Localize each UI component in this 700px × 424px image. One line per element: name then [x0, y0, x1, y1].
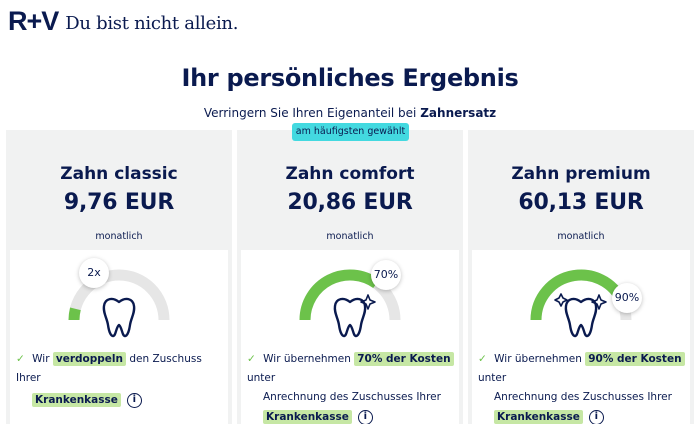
gauge-fill: [68, 307, 81, 321]
info-icon[interactable]: i: [357, 409, 373, 424]
feature-suffix: unter: [247, 372, 276, 384]
rv-logo[interactable]: R+V: [8, 6, 59, 36]
coverage-gauge: [530, 269, 632, 338]
popular-badge: am häufigsten gewählt: [292, 123, 409, 141]
info-icon[interactable]: i: [126, 392, 142, 408]
plan-price: 9,76 EUR: [63, 190, 175, 215]
check-icon: ✓: [247, 353, 256, 365]
coverage-gauge: [299, 269, 401, 338]
check-icon: ✓: [478, 353, 487, 365]
feature-highlight: 70% der Kosten: [354, 352, 454, 366]
tooth-icon: [102, 297, 136, 338]
feature-tag: Krankenkasse: [32, 393, 121, 407]
plan-details: 70% ✓ Wir übernehmen 70% der Kosten unte…: [241, 250, 459, 424]
tooth-sparkle-icon: [333, 294, 376, 338]
plan-card-comfort[interactable]: am häufigsten gewählt Zahn comfort 20,86…: [237, 123, 463, 424]
plan-details: 2x ✓ Wir verdoppeln den Zuschuss Ihrer K…: [10, 250, 228, 424]
plan-details: 90% ✓ Wir übernehmen 90% der Kosten unte…: [472, 250, 690, 424]
page-subtitle: Verringern Sie Ihren Eigenanteil bei Zah…: [0, 106, 700, 120]
feature-suffix: den Zuschuss Ihrer: [16, 353, 202, 384]
gauge-value-badge: 90%: [612, 283, 642, 313]
feature-highlight: verdoppeln: [52, 352, 126, 366]
feature-highlight: 90% der Kosten: [585, 352, 685, 366]
info-icon[interactable]: i: [588, 409, 604, 424]
check-icon: ✓: [16, 353, 25, 365]
coverage-gauge: [68, 269, 170, 338]
feature-tag: Krankenkasse: [263, 410, 352, 424]
feature-line2: Anrechnung des Zuschusses Ihrer: [263, 391, 441, 403]
page-title: Ihr persönliches Ergebnis: [181, 64, 519, 92]
feature-line2: Anrechnung des Zuschusses Ihrer: [494, 391, 672, 403]
subtitle-text: Verringern Sie Ihren Eigenanteil bei: [203, 106, 417, 120]
plan-price: 20,86 EUR: [287, 190, 413, 215]
feature-text: ✓ Wir übernehmen 70% der Kosten unter An…: [247, 350, 457, 424]
site-header: R+V Du bist nicht allein.: [8, 6, 239, 36]
gauge-value-badge: 70%: [371, 260, 401, 290]
plan-name: Zahn classic: [60, 164, 178, 184]
feature-text: ✓ Wir verdoppeln den Zuschuss Ihrer Kran…: [16, 350, 226, 410]
gauge-fill: [530, 269, 630, 321]
gauge-fill: [299, 269, 380, 321]
subtitle-bold: Zahnersatz: [420, 106, 497, 120]
feature-text: ✓ Wir übernehmen 90% der Kosten unter An…: [478, 350, 688, 424]
tooth-sparkle-icon: [554, 293, 607, 338]
plan-period: monatlich: [326, 231, 374, 242]
feature-prefix: Wir: [32, 353, 50, 365]
plan-period: monatlich: [557, 231, 605, 242]
plan-card-classic[interactable]: Zahn classic 9,76 EUR monatlich 2x ✓ Wir…: [6, 130, 232, 424]
plan-name: Zahn premium: [511, 164, 651, 184]
gauge-track: [68, 269, 170, 321]
plan-card-premium[interactable]: Zahn premium 60,13 EUR monatlich 90% ✓ W…: [468, 130, 694, 424]
plan-price: 60,13 EUR: [518, 190, 644, 215]
plan-name: Zahn comfort: [285, 164, 415, 184]
feature-prefix: Wir übernehmen: [263, 353, 351, 365]
header-slogan: Du bist nicht allein.: [65, 12, 239, 34]
plan-period: monatlich: [95, 231, 143, 242]
feature-prefix: Wir übernehmen: [494, 353, 582, 365]
feature-suffix: unter: [478, 372, 507, 384]
feature-tag: Krankenkasse: [494, 410, 583, 424]
gauge-value-badge: 2x: [79, 258, 109, 288]
